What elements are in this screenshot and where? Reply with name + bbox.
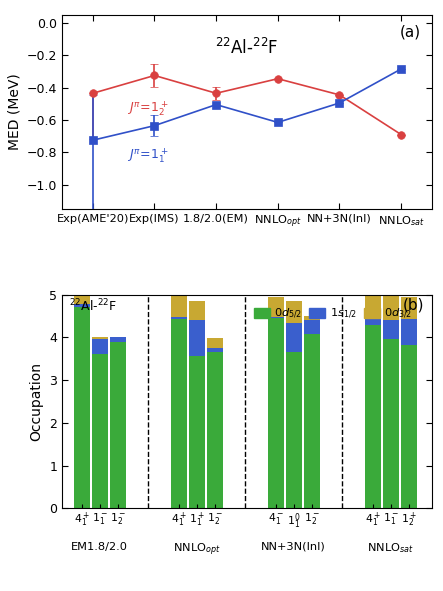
Bar bbox=[286, 301, 302, 323]
Bar bbox=[400, 345, 417, 508]
Bar bbox=[400, 319, 417, 345]
Text: $J^{\pi}\!=\!1_2^+$: $J^{\pi}\!=\!1_2^+$ bbox=[127, 99, 168, 118]
Text: NNL$\mathrm{O}_{opt}$: NNL$\mathrm{O}_{opt}$ bbox=[173, 541, 221, 558]
Text: $^{22}$Al-$^{22}$F: $^{22}$Al-$^{22}$F bbox=[215, 38, 279, 58]
Bar bbox=[268, 297, 284, 317]
Bar bbox=[303, 316, 320, 320]
Bar bbox=[303, 334, 320, 508]
Bar bbox=[286, 352, 302, 508]
Bar bbox=[189, 301, 205, 320]
Text: $J^{\pi}\!=\!1_1^+$: $J^{\pi}\!=\!1_1^+$ bbox=[127, 147, 168, 165]
Text: NNLO$_{sat}$: NNLO$_{sat}$ bbox=[367, 541, 414, 556]
Bar bbox=[92, 337, 108, 339]
Bar bbox=[303, 320, 320, 334]
Legend: $0d_{5/2}$, $1s_{1/2}$, $0d_{3/2}$: $0d_{5/2}$, $1s_{1/2}$, $0d_{3/2}$ bbox=[249, 303, 417, 326]
Bar bbox=[74, 296, 90, 304]
Text: $^{22}$Al-$^{22}$F: $^{22}$Al-$^{22}$F bbox=[70, 298, 117, 314]
Bar bbox=[286, 323, 302, 352]
Bar bbox=[206, 338, 223, 348]
Y-axis label: MED (MeV): MED (MeV) bbox=[7, 73, 21, 150]
Bar bbox=[171, 317, 187, 319]
Text: (b): (b) bbox=[403, 298, 424, 313]
Bar bbox=[109, 342, 126, 508]
Text: EM1.8/2.0: EM1.8/2.0 bbox=[71, 541, 128, 551]
Bar bbox=[383, 320, 399, 339]
Text: (a): (a) bbox=[400, 24, 421, 40]
Y-axis label: Occupation: Occupation bbox=[30, 362, 43, 441]
Bar bbox=[109, 336, 126, 342]
Bar bbox=[365, 296, 381, 318]
Bar bbox=[365, 318, 381, 324]
Bar bbox=[171, 296, 187, 317]
Bar bbox=[92, 355, 108, 508]
Bar bbox=[400, 297, 417, 319]
Bar bbox=[206, 348, 223, 352]
Bar bbox=[171, 319, 187, 508]
Bar bbox=[383, 296, 399, 320]
Bar bbox=[189, 320, 205, 356]
Bar bbox=[74, 304, 90, 307]
Bar bbox=[206, 352, 223, 508]
Bar bbox=[189, 356, 205, 508]
Bar bbox=[74, 307, 90, 508]
Bar bbox=[268, 318, 284, 508]
Bar bbox=[383, 339, 399, 508]
Bar bbox=[365, 324, 381, 508]
Bar bbox=[268, 317, 284, 318]
Text: NN+3N(lnl): NN+3N(lnl) bbox=[261, 541, 326, 551]
Bar bbox=[92, 339, 108, 355]
